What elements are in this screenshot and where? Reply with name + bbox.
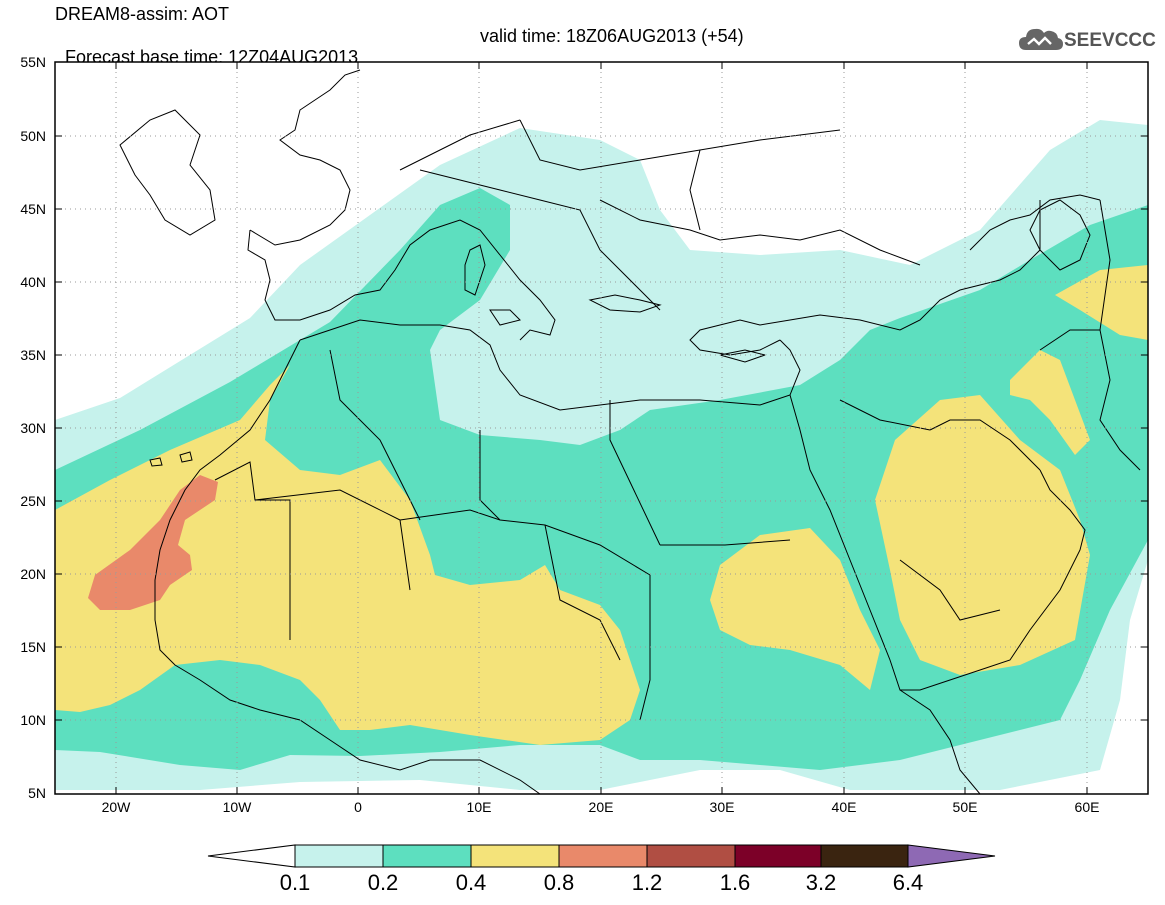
- lon-tick-labels: 20W 10W 0 10E 20E 30E 40E 50E 60E: [102, 799, 1100, 815]
- colorbar-segment: [558, 844, 648, 868]
- lon-tick-label: 30E: [710, 799, 735, 815]
- lon-tick-label: 10W: [223, 799, 253, 815]
- lon-tick-label: 0: [354, 799, 362, 815]
- lat-tick-label: 20N: [20, 566, 46, 582]
- aot-band-0.4-west: [55, 365, 640, 745]
- lat-tick-marks: [55, 135, 1148, 721]
- lat-tick-label: 25N: [20, 493, 46, 509]
- aot-band-0.4-arabia: [875, 395, 1090, 675]
- colorbar-label: 0.8: [543, 870, 575, 895]
- lon-tick-label: 60E: [1075, 799, 1100, 815]
- lat-tick-label: 15N: [20, 639, 46, 655]
- lat-lon-grid: [55, 62, 1148, 794]
- lon-tick-label: 20E: [589, 799, 614, 815]
- aot-band-0.4-iran: [1010, 350, 1090, 455]
- colorbar-label: 0.1: [279, 870, 311, 895]
- lat-tick-label: 10N: [20, 712, 46, 728]
- seevccc-logo: SEEVCCC: [1018, 24, 1158, 56]
- aot-band-0.4-caspian: [1055, 265, 1148, 340]
- colorbar-label: 6.4: [892, 870, 924, 895]
- colorbar-segment: [646, 844, 736, 868]
- cloud-icon: [1019, 28, 1063, 50]
- aot-band-0.8: [88, 475, 218, 610]
- colorbar: [207, 844, 996, 868]
- colorbar-under-triangle: [207, 844, 296, 868]
- coastlines: [119, 69, 1141, 794]
- colorbar-segment: [382, 844, 472, 868]
- aot-band-0.4-sudan: [710, 528, 880, 690]
- lat-tick-label: 30N: [20, 420, 46, 436]
- colorbar-segment: [470, 844, 560, 868]
- lat-tick-label: 35N: [20, 347, 46, 363]
- lon-tick-marks: [115, 62, 1088, 794]
- lat-tick-label: 5N: [28, 785, 46, 801]
- colorbar-over-triangle: [907, 844, 996, 868]
- colorbar-label: 3.2: [805, 870, 837, 895]
- lat-tick-label: 45N: [20, 201, 46, 217]
- lat-tick-label: 50N: [20, 128, 46, 144]
- lon-tick-label: 10E: [467, 799, 492, 815]
- lon-tick-label: 50E: [953, 799, 978, 815]
- colorbar-segment: [820, 844, 909, 868]
- lat-tick-label: 55N: [20, 54, 46, 70]
- logo-text: SEEVCCC: [1064, 30, 1156, 51]
- colorbar-label: 1.6: [719, 870, 751, 895]
- lat-tick-labels: 5N 10N 15N 20N 25N 30N 35N 40N 45N 50N 5…: [20, 54, 46, 801]
- lat-tick-label: 40N: [20, 274, 46, 290]
- colorbar-segment: [734, 844, 822, 868]
- colorbar-label: 0.4: [455, 870, 487, 895]
- map-title: DREAM8-assim: AOT: [55, 4, 230, 24]
- lon-tick-label: 20W: [102, 799, 132, 815]
- colorbar-segment: [294, 844, 384, 868]
- colorbar-label: 0.2: [367, 870, 399, 895]
- lon-tick-label: 40E: [832, 799, 857, 815]
- colorbar-label: 1.2: [631, 870, 663, 895]
- valid-time: valid time: 18Z06AUG2013 (+54): [480, 26, 744, 46]
